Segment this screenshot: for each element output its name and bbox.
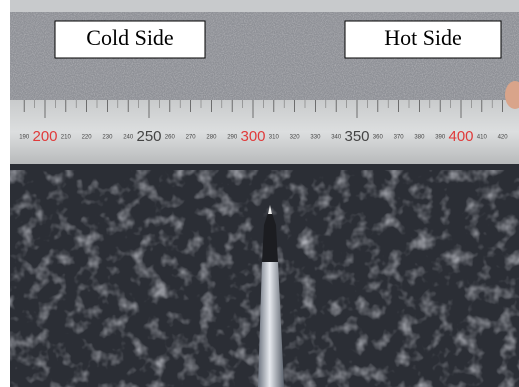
ruler-label: 390 <box>435 135 446 141</box>
ruler-label: 340 <box>331 135 342 141</box>
ruler-label: 370 <box>394 135 405 141</box>
ruler-label: 230 <box>102 135 113 141</box>
ruler-label: 330 <box>310 135 321 141</box>
ruler-label: 410 <box>477 135 488 141</box>
ruler-label: 200 <box>32 128 57 145</box>
ruler-label: 290 <box>227 135 238 141</box>
ruler-label: 320 <box>290 135 301 141</box>
ruler-label: 250 <box>136 128 161 145</box>
ruler-label: 360 <box>373 135 384 141</box>
ruler-label: 280 <box>206 135 217 141</box>
cold-label: Cold Side <box>86 25 173 50</box>
border <box>0 0 10 387</box>
ruler-label: 380 <box>414 135 425 141</box>
ruler-label: 350 <box>344 128 369 145</box>
ruler-label: 400 <box>448 128 473 145</box>
ruler-label: 240 <box>123 135 134 141</box>
horizon <box>10 0 519 12</box>
ruler-label: 300 <box>240 128 265 145</box>
hot-label: Hot Side <box>384 25 462 50</box>
ruler-label: 210 <box>61 135 72 141</box>
ruler-label: 260 <box>165 135 176 141</box>
page: 190200 210 220 230 240250 260 270 280 290300 310 3… <box>0 0 519 387</box>
ruler-label: 270 <box>186 135 197 141</box>
ruler-label: 190 <box>19 135 30 141</box>
ruler-label: 310 <box>269 135 280 141</box>
photo: 190200 210 220 230 240250 260 270 280 290300 310 3… <box>0 0 519 387</box>
ruler-label: 420 <box>498 135 509 141</box>
ruler-label: 220 <box>82 135 93 141</box>
